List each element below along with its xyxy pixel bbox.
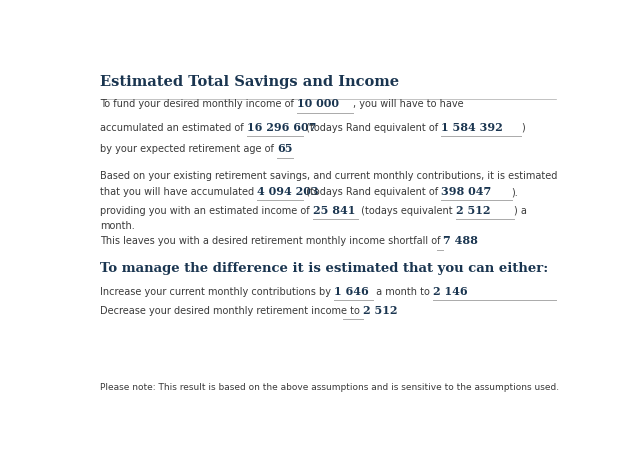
Text: Estimated Total Savings and Income: Estimated Total Savings and Income [100,75,399,89]
Text: 4 094 203: 4 094 203 [257,186,319,197]
Text: accumulated an estimated of: accumulated an estimated of [100,122,246,132]
Text: by your expected retirement age of: by your expected retirement age of [100,144,277,154]
Text: 1 584 392: 1 584 392 [442,121,503,132]
Text: ): ) [522,122,525,132]
Text: Increase your current monthly contributions by: Increase your current monthly contributi… [100,287,334,296]
Text: Decrease your desired monthly retirement income to: Decrease your desired monthly retirement… [100,305,363,315]
Text: (todays Rand equivalent of: (todays Rand equivalent of [303,187,442,197]
Text: 398 047: 398 047 [442,186,492,197]
Text: To fund your desired monthly income of: To fund your desired monthly income of [100,99,297,109]
Text: 25 841: 25 841 [312,204,355,215]
Text: (todays Rand equivalent of: (todays Rand equivalent of [303,122,442,132]
Text: providing you with an estimated income of: providing you with an estimated income o… [100,205,312,215]
Text: ) a: ) a [514,205,527,215]
Text: 7 488: 7 488 [444,235,478,246]
Text: 2 512: 2 512 [363,304,397,315]
Text: 10 000: 10 000 [297,98,339,109]
Text: a month to: a month to [372,287,433,296]
Text: Please note: This result is based on the above assumptions and is sensitive to t: Please note: This result is based on the… [100,382,559,391]
Text: (todays equivalent: (todays equivalent [358,205,456,215]
Text: Based on your existing retirement savings, and current monthly contributions, it: Based on your existing retirement saving… [100,170,557,181]
Text: To manage the difference it is estimated that you can either:: To manage the difference it is estimated… [100,261,548,274]
Text: 65: 65 [277,143,292,154]
Text: , you will have to have: , you will have to have [353,99,463,109]
Text: 2 512: 2 512 [456,204,490,215]
Text: 16 296 607: 16 296 607 [246,121,316,132]
Text: .: . [437,236,440,246]
Text: that you will have accumulated: that you will have accumulated [100,187,257,197]
Text: 2 146: 2 146 [433,286,467,296]
Text: ).: ). [511,187,518,197]
Text: This leaves you with a desired retirement monthly income shortfall of: This leaves you with a desired retiremen… [100,236,444,246]
Text: month.: month. [100,220,134,231]
Text: 1 646: 1 646 [334,286,369,296]
